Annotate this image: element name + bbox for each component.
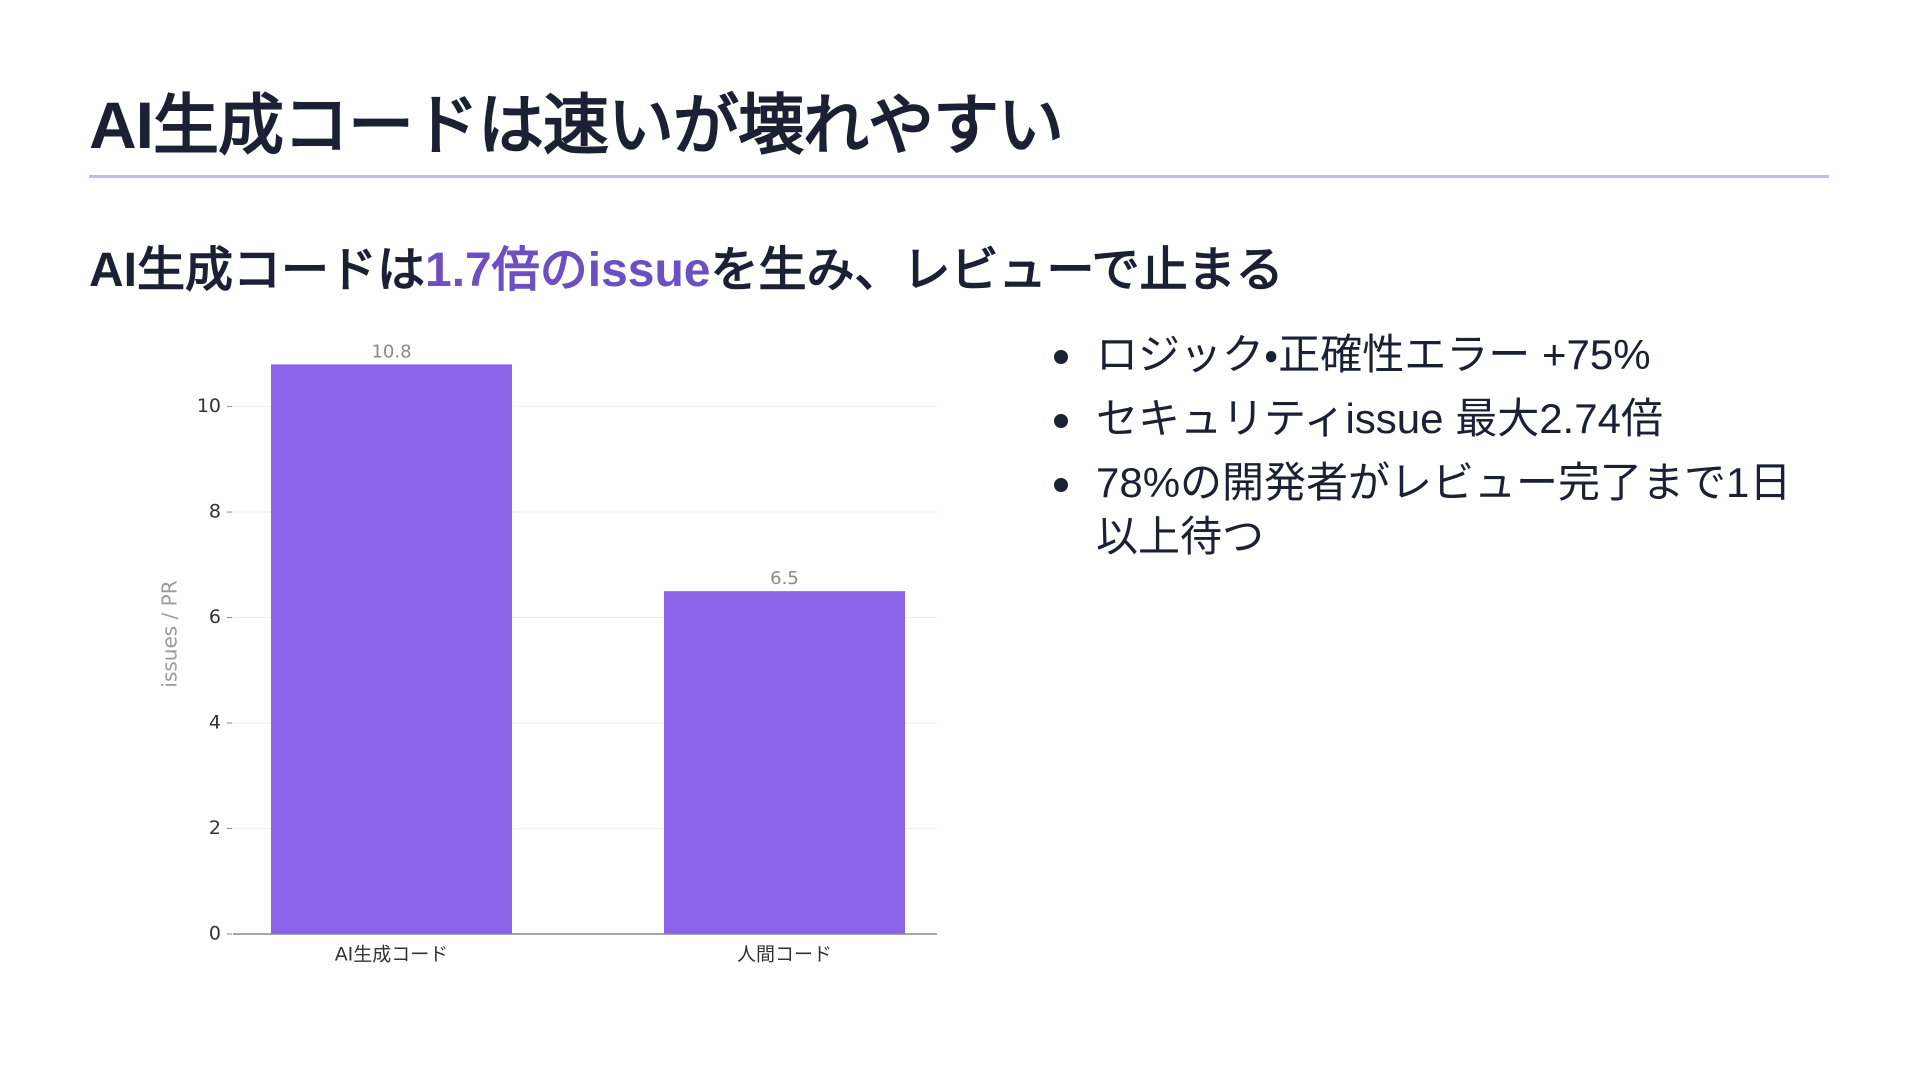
x-tick-label: 人間コード — [737, 944, 832, 966]
bar — [271, 364, 512, 934]
y-tick-label: 4 — [209, 712, 221, 734]
y-axis-label: issues / PR — [158, 580, 182, 687]
slide-title: AI生成コードは速いが壊れやすい — [89, 88, 1064, 162]
value-label: 6.5 — [770, 568, 799, 589]
bullet-item: ロジック・正確性エラー +75% — [1050, 328, 1810, 382]
bullet-item: 78%の開発者がレビュー完了まで1日以上待つ — [1050, 456, 1810, 564]
y-tick-label: 0 — [209, 923, 221, 945]
divider — [89, 175, 1829, 178]
x-tick-label: AI生成コード — [335, 944, 449, 966]
y-tick-label: 6 — [209, 606, 221, 628]
subtitle-text: を生み、レビューで止まる — [710, 244, 1284, 297]
bar — [664, 591, 905, 934]
value-label: 10.8 — [371, 341, 411, 362]
subtitle-highlight: 1.7倍のissue — [425, 244, 711, 297]
y-tick-label: 10 — [197, 395, 221, 417]
subtitle-text: AI生成コードは — [89, 244, 426, 297]
y-tick-label: 8 — [209, 501, 221, 523]
subtitle: AI生成コードは1.7倍のissueを生み、レビューで止まる — [89, 230, 1284, 300]
bullet-list: ロジック・正確性エラー +75% セキュリティissue 最大2.74倍 78%の開… — [1050, 328, 1810, 574]
bullet-item: セキュリティissue 最大2.74倍 — [1050, 392, 1810, 446]
y-tick-label: 2 — [209, 817, 221, 839]
chart: 0 2 4 6 8 10 issues / PR 10.8 AI生成コード 6.5 人間コード — [158, 341, 937, 966]
